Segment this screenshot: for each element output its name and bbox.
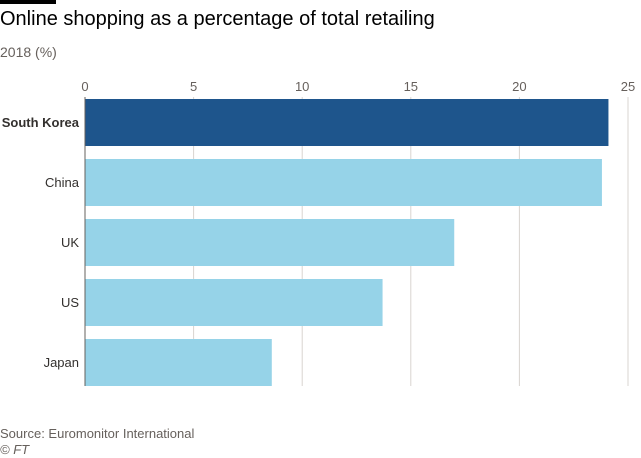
top-rule <box>0 0 56 4</box>
bar-japan <box>85 339 272 386</box>
chart-title: Online shopping as a percentage of total… <box>0 8 435 30</box>
source-note: Source: Euromonitor International <box>0 426 195 441</box>
category-label-uk: UK <box>61 235 79 250</box>
x-tick-label-10: 10 <box>295 79 309 94</box>
copyright-credit: © FT <box>0 442 30 457</box>
category-label-china: China <box>45 175 80 190</box>
x-tick-label-20: 20 <box>512 79 526 94</box>
x-tick-label-5: 5 <box>190 79 197 94</box>
x-tick-label-15: 15 <box>404 79 418 94</box>
category-label-south-korea: South Korea <box>2 115 80 130</box>
bar-us <box>85 279 383 326</box>
x-tick-label-0: 0 <box>81 79 88 94</box>
x-tick-label-25: 25 <box>621 79 635 94</box>
bar-uk <box>85 219 455 266</box>
category-label-us: US <box>61 295 79 310</box>
bar-south-korea <box>85 99 609 146</box>
bar-china <box>85 159 602 206</box>
category-label-japan: Japan <box>44 355 79 370</box>
chart-subtitle: 2018 (%) <box>0 44 57 60</box>
